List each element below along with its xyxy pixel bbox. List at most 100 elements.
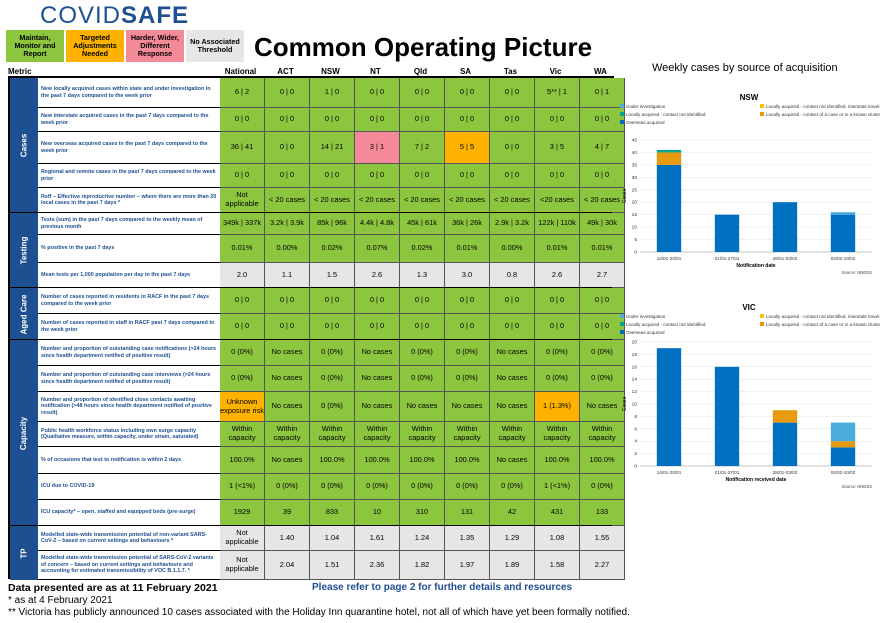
- y-tick-label: 0: [634, 250, 637, 256]
- legend-label: Locally acquired - contact not identifie…: [766, 104, 879, 109]
- cell-tas: No cases: [490, 392, 535, 422]
- metric-description: Modelled state-wide transmission potenti…: [38, 551, 220, 580]
- cell-national: Unknown exposure risk: [220, 392, 265, 422]
- cell-national: 0 | 0: [220, 288, 265, 314]
- cell-qld: 100.0%: [400, 447, 445, 474]
- cell-sa: Within capacity: [445, 422, 490, 447]
- cell-wa: 49k | 30k: [580, 213, 625, 235]
- cell-wa: 0 | 0: [580, 108, 625, 132]
- x-axis-label: Notification date: [736, 263, 775, 269]
- cell-qld: 0 (0%): [400, 474, 445, 500]
- cell-national: 0 (0%): [220, 340, 265, 366]
- cell-act: 0 | 0: [265, 288, 310, 314]
- cell-national: Not applicable: [220, 551, 265, 580]
- metric-description: ICU due to COVID-19: [38, 474, 220, 500]
- cell-nsw: 1 | 0: [310, 78, 355, 108]
- cell-vic: 0 | 0: [535, 164, 580, 188]
- cell-nt: 4.4k | 4.8k: [355, 213, 400, 235]
- cell-nsw: Within capacity: [310, 422, 355, 447]
- bar-segment: [656, 149, 682, 153]
- cell-vic: 2.6: [535, 263, 580, 288]
- legend-label: Locally acquired - contact not identifie…: [626, 112, 706, 117]
- cell-vic: 5** | 1: [535, 78, 580, 108]
- cell-national: 1929: [220, 500, 265, 526]
- cell-nsw: < 20 cases: [310, 188, 355, 213]
- cell-qld: 0 | 0: [400, 314, 445, 340]
- cell-nsw: 0 | 0: [310, 314, 355, 340]
- cell-wa: Within capacity: [580, 422, 625, 447]
- cell-vic: 431: [535, 500, 580, 526]
- cell-act: Within capacity: [265, 422, 310, 447]
- metric-description: Modelled state-wide transmission potenti…: [38, 526, 220, 551]
- cell-wa: 0 (0%): [580, 474, 625, 500]
- cell-act: 3.2k | 3.9k: [265, 213, 310, 235]
- column-header-tas: Tas: [503, 67, 518, 76]
- cell-sa: 0 | 0: [445, 314, 490, 340]
- y-tick-label: 20: [632, 200, 638, 206]
- cell-national: 0 | 0: [220, 108, 265, 132]
- cell-national: 0 | 0: [220, 164, 265, 188]
- column-header-act: ACT: [277, 67, 294, 76]
- legend-label: Locally acquired - contact not identifie…: [626, 322, 706, 327]
- metric-description: Number of cases reported in residents in…: [38, 288, 220, 314]
- cell-qld: No cases: [400, 392, 445, 422]
- cell-vic: 122k | 110k: [535, 213, 580, 235]
- legend-swatch: [620, 330, 624, 334]
- charts-title: Weekly cases by source of acquisition: [652, 62, 838, 74]
- metric-description: New overseas acquired cases in the past …: [38, 132, 220, 164]
- cell-vic: 0 | 0: [535, 108, 580, 132]
- legend-swatch: [760, 112, 764, 116]
- cell-tas: 0 (0%): [490, 474, 535, 500]
- cell-wa: 0 (0%): [580, 340, 625, 366]
- y-tick-label: 14: [632, 377, 638, 383]
- cell-wa: 0 | 0: [580, 288, 625, 314]
- cell-tas: 0 | 0: [490, 314, 535, 340]
- cell-national: 0 | 0: [220, 314, 265, 340]
- cell-national: Not applicable: [220, 188, 265, 213]
- cell-act: 2.04: [265, 551, 310, 580]
- legend-label: Under investigation: [626, 314, 666, 319]
- cell-tas: 0 | 0: [490, 164, 535, 188]
- cell-nt: 0 | 0: [355, 108, 400, 132]
- y-tick-label: 16: [632, 364, 638, 370]
- cell-qld: 1.24: [400, 526, 445, 551]
- cell-tas: No cases: [490, 340, 535, 366]
- cell-nt: 0 (0%): [355, 474, 400, 500]
- cell-national: 6 | 2: [220, 78, 265, 108]
- cell-nsw: 1.04: [310, 526, 355, 551]
- cell-nsw: 85k | 96k: [310, 213, 355, 235]
- cell-nt: No cases: [355, 340, 400, 366]
- y-tick-label: 40: [632, 150, 638, 156]
- y-tick-label: 20: [632, 340, 638, 346]
- cell-national: 349k | 337k: [220, 213, 265, 235]
- cell-qld: 7 | 2: [400, 132, 445, 164]
- cell-vic: 1 (1.3%): [535, 392, 580, 422]
- page-title: Common Operating Picture: [254, 32, 593, 62]
- legend-swatch: [620, 112, 624, 116]
- y-tick-label: 10: [632, 402, 638, 408]
- y-axis-label: Cases: [622, 396, 628, 411]
- y-tick-label: 25: [632, 187, 638, 193]
- y-tick-label: 4: [634, 439, 637, 445]
- cell-sa: 131: [445, 500, 490, 526]
- bar-segment: [656, 348, 682, 466]
- legend-swatch: [620, 120, 624, 124]
- cell-nt: 100.0%: [355, 447, 400, 474]
- legend-item-0: Maintain, Monitor and Report: [6, 30, 64, 62]
- cell-act: 39: [265, 500, 310, 526]
- cell-act: No cases: [265, 340, 310, 366]
- cell-nsw: 100.0%: [310, 447, 355, 474]
- vic-chart: VIC Under investigation Locally acquired -…: [620, 303, 880, 489]
- cell-nt: 2.6: [355, 263, 400, 288]
- legend-swatch: [760, 314, 764, 318]
- cell-sa: 100.0%: [445, 447, 490, 474]
- cell-tas: < 20 cases: [490, 188, 535, 213]
- legend-item-2: Harder, Wider, Different Response: [126, 30, 184, 62]
- cell-nsw: 1.5: [310, 263, 355, 288]
- cell-sa: 1.35: [445, 526, 490, 551]
- cell-wa: 133: [580, 500, 625, 526]
- legend-item-3: No Associated Threshold: [186, 30, 244, 62]
- cell-sa: 0 | 0: [445, 78, 490, 108]
- x-tick-label: 21/01-27/01: [715, 470, 740, 475]
- covidsafe-logo: COVIDSAFE: [40, 2, 190, 29]
